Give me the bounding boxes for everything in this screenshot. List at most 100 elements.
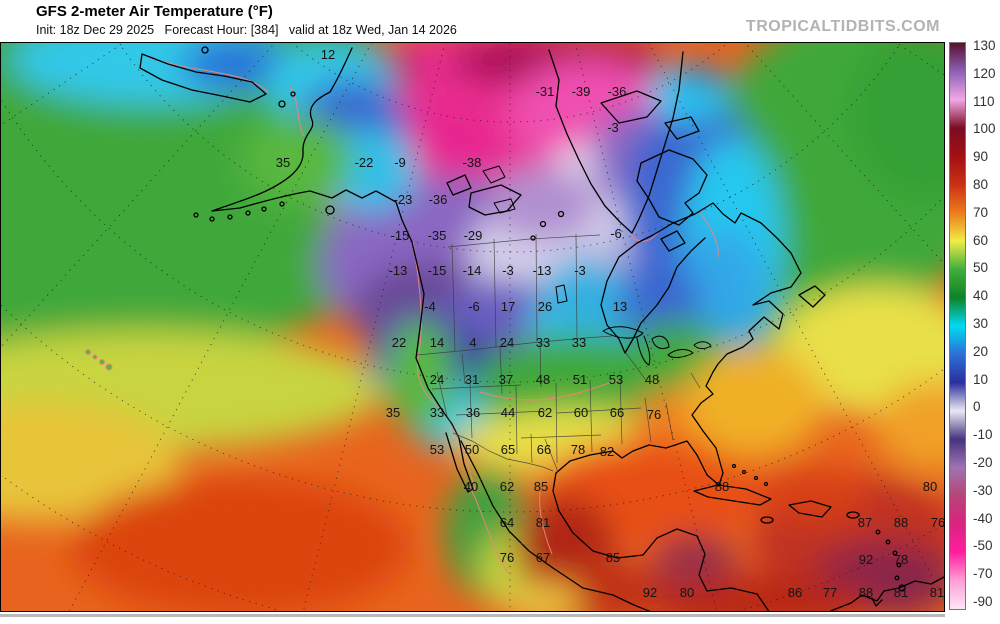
temperature-value-label: -39 [572,84,591,99]
colorbar-tick-label: -70 [973,566,993,582]
temperature-value-label: 40 [464,479,478,494]
temperature-value-label: 82 [600,444,614,459]
temperature-value-label: -3 [574,263,586,278]
temperature-value-label: 66 [610,405,624,420]
page-title: GFS 2-meter Air Temperature (°F) [36,3,273,20]
temperature-value-label: 48 [536,372,550,387]
temperature-value-label: -3 [502,263,514,278]
temperature-value-label: -35 [428,228,447,243]
colorbar-tick-label: -30 [973,482,993,498]
map-bottom-shadow [0,614,945,617]
temperature-value-label: 35 [276,155,290,170]
temperature-value-label: 33 [430,405,444,420]
temperature-value-label: 88 [894,515,908,530]
temperature-value-label: 77 [823,585,837,600]
temperature-value-label: -29 [464,228,483,243]
temperature-value-label: -22 [355,155,374,170]
temperature-value-label: 81 [536,515,550,530]
temperature-value-label: -13 [533,263,552,278]
temperature-value-label: 81 [894,585,908,600]
temperature-value-label: 85 [606,550,620,565]
temperature-value-label: 64 [500,515,514,530]
weather-map-svg: 12 -31 -39 -36 -3 35 -22 -9 -38 -23 -36 -15 -35 -29 -6… [0,42,945,612]
temperature-value-label: 53 [430,442,444,457]
temperature-value-label: 81 [930,585,944,600]
temperature-value-label: 65 [501,442,515,457]
colorbar-tick-label: 120 [973,65,996,81]
temperature-value-label: 60 [574,405,588,420]
colorbar-tick-label: -40 [973,510,993,526]
temperature-value-label: 92 [643,585,657,600]
colorbar-tick-label: 40 [973,288,989,304]
temperature-value-label: -9 [394,155,406,170]
temperature-value-label: -15 [428,263,447,278]
colorbar-gradient [949,42,966,610]
temperature-value-label: 44 [501,405,515,420]
temperature-value-label: 88 [859,585,873,600]
map-freezing-contours [149,57,719,574]
colorbar-tick-label: -10 [973,427,993,443]
temperature-value-label: -6 [610,226,622,241]
temperature-value-label: -23 [394,192,413,207]
temperature-value-label: -15 [391,228,410,243]
temperature-value-label: 80 [680,585,694,600]
temperature-value-label: 13 [613,299,627,314]
map-coastlines [85,46,945,612]
temperature-value-label: 37 [499,372,513,387]
colorbar-labels: 130 120 110 100 90 80 70 60 50 40 30 20 10 0 -10 -20 -30… [973,38,1000,610]
temperature-value-label: 22 [392,335,406,350]
temperature-value-label: 78 [894,552,908,567]
colorbar-tick-label: 10 [973,371,989,387]
temperature-value-label: -36 [608,84,627,99]
map-temperature-field [0,42,945,612]
colorbar-tick-label: 70 [973,204,989,220]
temperature-value-label: 50 [465,442,479,457]
temperature-value-label: 88 [715,479,729,494]
colorbar-tick-label: 50 [973,260,989,276]
temperature-value-label: 26 [538,299,552,314]
colorbar-tick-label: 0 [973,399,981,415]
page-subtitle: Init: 18z Dec 29 2025 Forecast Hour: [38… [36,23,457,37]
colorbar-tick-label: -20 [973,455,993,470]
temperature-value-label: -6 [468,299,480,314]
temperature-labels-layer: 12 -31 -39 -36 -3 35 -22 -9 -38 -23 -36 -15 -35 -29 -6… [276,47,945,600]
colorbar-tick-label: 80 [973,177,989,192]
temperature-value-label: 87 [858,515,872,530]
map-frame [0,42,945,612]
temperature-value-label: 33 [572,335,586,350]
temperature-value-label: 12 [321,47,335,62]
temperature-value-label: 80 [923,479,937,494]
temperature-value-label: 24 [500,335,514,350]
temperature-value-label: 78 [571,442,585,457]
temperature-value-label: 62 [500,479,514,494]
colorbar-tick-label: 60 [973,232,989,248]
temperature-value-label: 85 [534,479,548,494]
temperature-value-label: 33 [536,335,550,350]
colorbar-tick-label: 130 [973,38,996,53]
temperature-value-label: 62 [538,405,552,420]
temperature-value-label: 17 [501,299,515,314]
temperature-value-label: -3 [607,120,619,135]
temperature-value-label: -4 [424,299,436,314]
temperature-value-label: -14 [463,263,482,278]
temperature-value-label: -36 [429,192,448,207]
temperature-value-label: -38 [463,155,482,170]
colorbar-tick-label: 20 [973,343,989,359]
temperature-value-label: 86 [788,585,802,600]
temperature-value-label: 36 [466,405,480,420]
temperature-value-label: 92 [859,552,873,567]
colorbar-tick-label: -50 [973,538,993,554]
temperature-value-label: 31 [465,372,479,387]
temperature-value-label: 14 [430,335,444,350]
temperature-value-label: 51 [573,372,587,387]
temperature-value-label: 35 [386,405,400,420]
temperature-value-label: 76 [647,407,661,422]
temperature-value-label: 66 [537,442,551,457]
colorbar-tick-label: 110 [973,93,995,109]
temperature-value-label: 24 [430,372,444,387]
colorbar-tick-label: -90 [973,594,993,609]
colorbar-tick-label: 100 [973,121,996,137]
hawaii-islands [85,349,113,371]
map-graticule [0,42,945,612]
